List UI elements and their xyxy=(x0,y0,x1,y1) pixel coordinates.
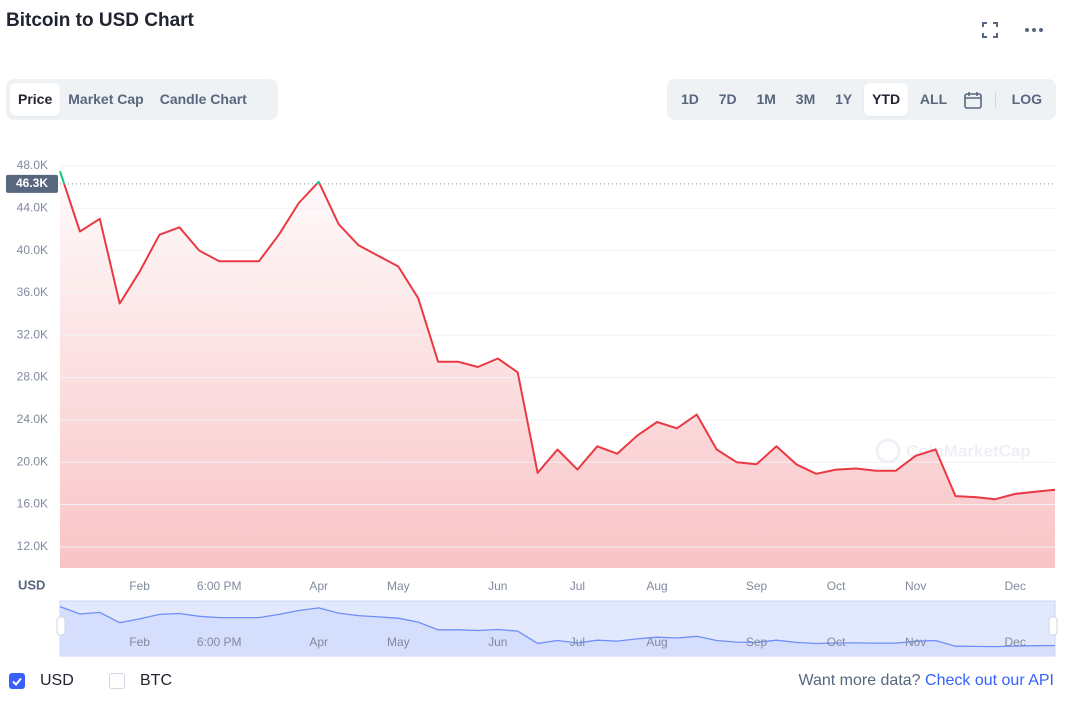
y-tick-label: 36.0K xyxy=(17,285,48,299)
range-button[interactable]: YTD xyxy=(864,83,909,116)
navigator-tick-label: Jul xyxy=(570,635,585,649)
calendar-button[interactable] xyxy=(963,90,983,110)
navigator-tick-label: Oct xyxy=(827,635,846,649)
y-axis-label: USD xyxy=(18,577,45,592)
divider xyxy=(994,91,996,108)
x-tick-label: Dec xyxy=(1005,579,1026,593)
navigator-tick-label: Dec xyxy=(1005,635,1026,649)
navigator-tick-label: Sep xyxy=(746,635,768,649)
y-tick-label: 40.0K xyxy=(17,243,48,257)
fullscreen-icon xyxy=(982,22,998,38)
tab[interactable]: Candle Chart xyxy=(159,91,247,107)
checkbox-checked[interactable] xyxy=(9,673,25,689)
range-button[interactable]: 3M xyxy=(795,91,816,107)
watermark-text: CoinMarketCap xyxy=(906,441,1031,460)
checkbox[interactable] xyxy=(109,673,125,689)
x-tick-label: Oct xyxy=(827,579,846,593)
navigator-area xyxy=(60,606,1055,655)
x-tick-label: Aug xyxy=(646,579,667,593)
y-tick-label: 16.0K xyxy=(17,497,48,511)
range-button[interactable]: ALL xyxy=(919,91,948,107)
range-button[interactable]: 1M xyxy=(756,91,776,107)
watermark-logo xyxy=(875,438,901,464)
range-button[interactable]: 1D xyxy=(681,91,699,107)
y-tick-label: 24.0K xyxy=(17,412,48,426)
navigator-line xyxy=(59,605,1056,648)
x-tick-label: May xyxy=(387,579,410,593)
y-tick-label: 20.0K xyxy=(17,454,48,468)
tab-group: Price Market Cap Candle Chart xyxy=(6,79,278,120)
navigator-tick-label: Apr xyxy=(309,635,328,649)
navigator-tick-label: Jun xyxy=(488,635,507,649)
fullscreen-button[interactable] xyxy=(978,18,1002,42)
api-prompt: Want more data? xyxy=(798,672,921,689)
watermark: CoinMarketCap xyxy=(875,438,1031,464)
y-tick-label: 48.0K xyxy=(17,158,48,172)
api-note: Want more data? Check out our API xyxy=(798,672,1054,690)
x-tick-label: Nov xyxy=(905,579,926,593)
navigator-tick-label: 6:00 PM xyxy=(197,635,242,649)
toggle-label: BTC xyxy=(140,672,172,689)
x-tick-label: Jul xyxy=(570,579,585,593)
api-link[interactable]: Check out our API xyxy=(925,672,1054,689)
dot xyxy=(1039,28,1043,32)
area xyxy=(60,171,1055,568)
tab[interactable]: Market Cap xyxy=(68,91,144,107)
chart: CoinMarketCap 12.0K 16.0K 20.0K 24.0K 28.0K 3… xyxy=(6,158,1058,657)
toggle-label: USD xyxy=(40,672,74,689)
y-tick-label: 32.0K xyxy=(17,327,48,341)
x-tick-label: Apr xyxy=(309,579,328,593)
more-button[interactable] xyxy=(1022,18,1046,42)
x-tick-label: 6:00 PM xyxy=(197,579,242,593)
reference-badge xyxy=(6,174,58,193)
dot xyxy=(1032,28,1036,32)
check-mark xyxy=(12,677,22,686)
x-tick-label: Sep xyxy=(746,579,768,593)
y-tick-label: 44.0K xyxy=(17,200,48,214)
calendar-icon xyxy=(964,91,981,99)
toggle-usd[interactable]: USD xyxy=(9,672,74,690)
y-tick-label: 28.0K xyxy=(17,370,48,384)
check-icon xyxy=(12,677,22,686)
navigator-tick-label: Feb xyxy=(129,635,150,649)
navigator-handle[interactable] xyxy=(56,616,66,636)
y-tick-label: 12.0K xyxy=(17,539,48,553)
navigator-tick-label: May xyxy=(387,635,410,649)
x-tick-label: Feb xyxy=(129,579,150,593)
tab[interactable]: Price xyxy=(10,83,61,116)
navigator-tick-label: Aug xyxy=(646,635,667,649)
dot xyxy=(1025,28,1029,32)
price-line xyxy=(59,170,1056,501)
range-group: 1D 7D 1M 3M 1Y YTD ALL LOG xyxy=(667,79,1056,120)
navigator-tick-label: Nov xyxy=(905,635,926,649)
reference-label: 46.3K xyxy=(16,176,48,190)
calendar-icon xyxy=(964,92,982,109)
log-button[interactable]: LOG xyxy=(1011,91,1042,107)
toggle-btc[interactable]: BTC xyxy=(109,672,172,690)
chart-title: Bitcoin to USD Chart xyxy=(6,10,194,31)
navigator-handle[interactable] xyxy=(1048,616,1058,636)
range-button[interactable]: 7D xyxy=(718,91,737,107)
x-tick-label: Jun xyxy=(488,579,507,593)
range-button[interactable]: 1Y xyxy=(835,91,853,107)
